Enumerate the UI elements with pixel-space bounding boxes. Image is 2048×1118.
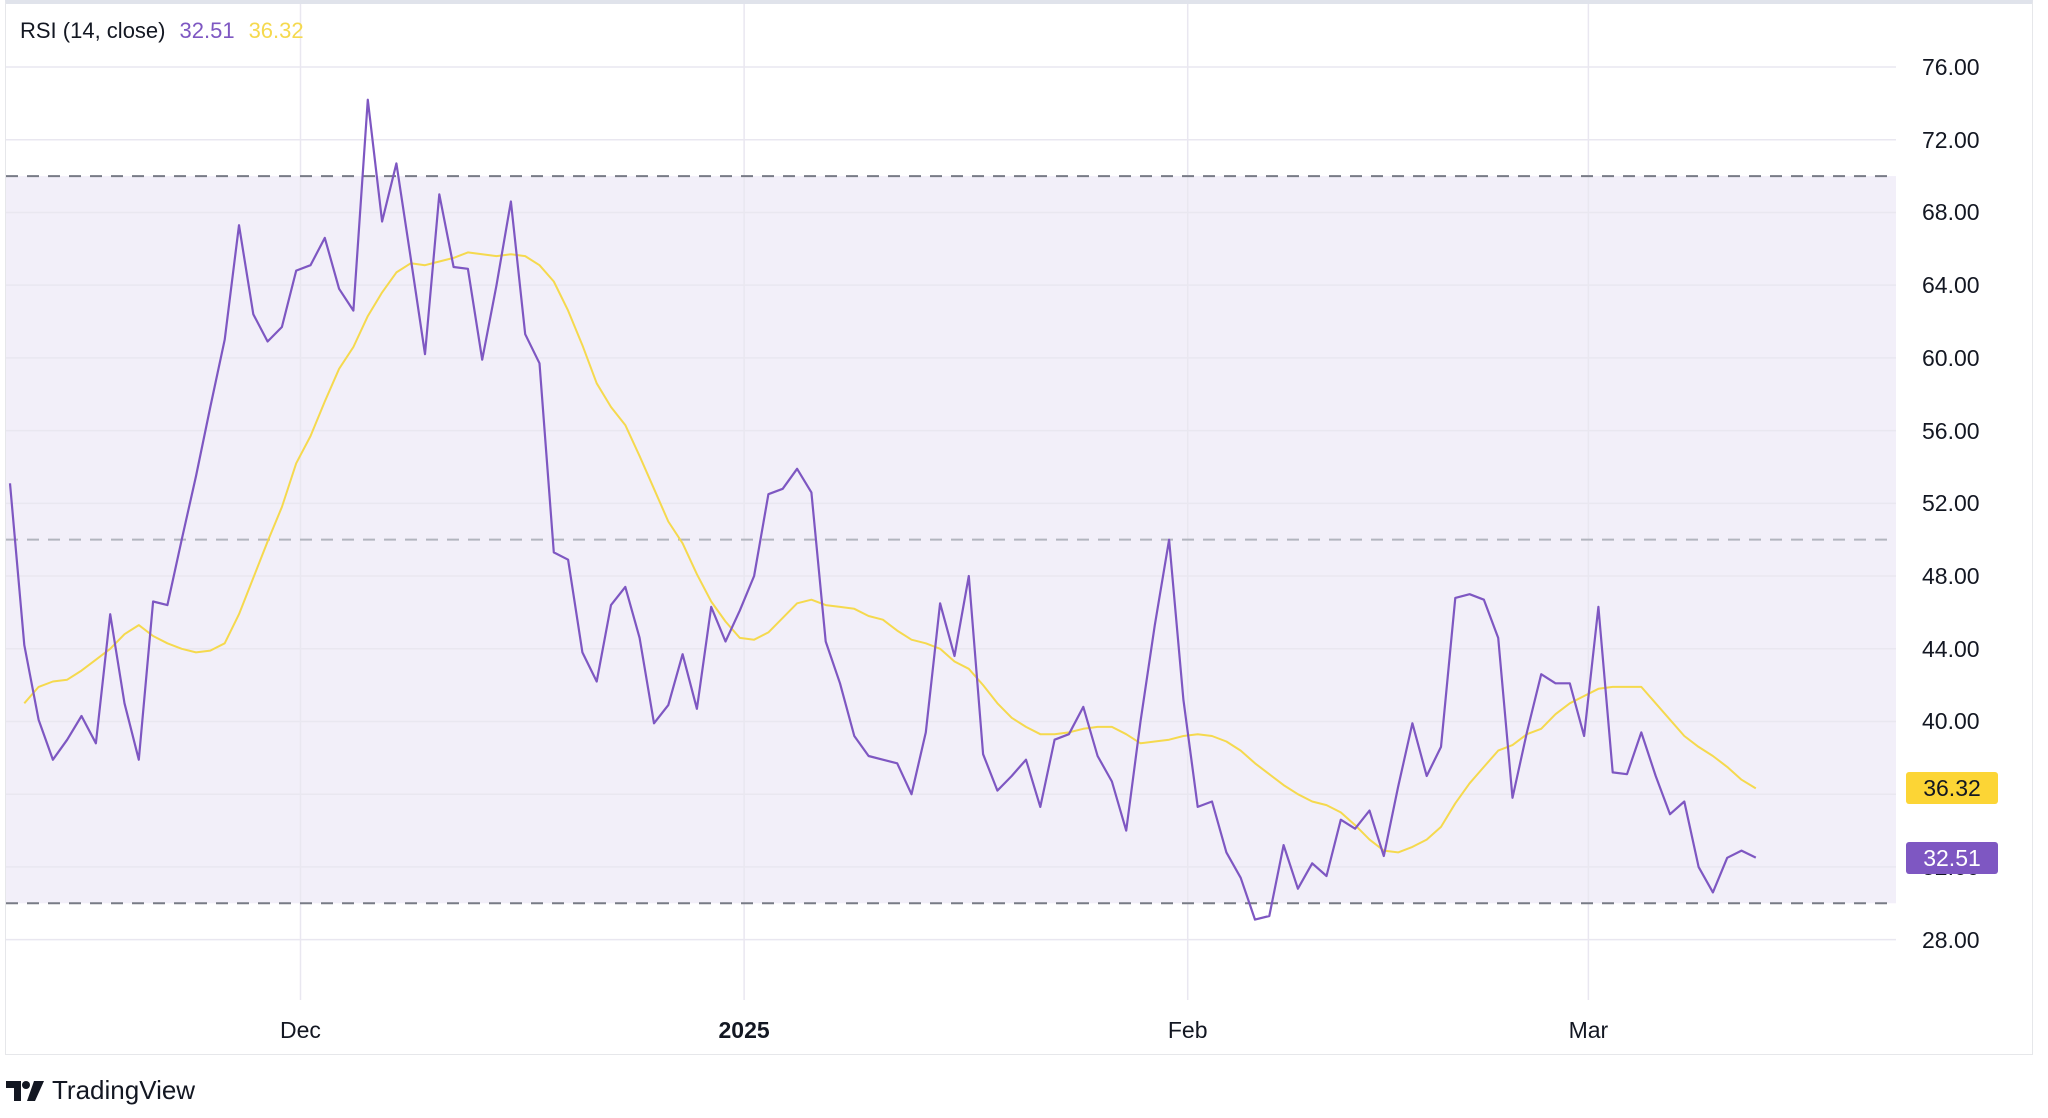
y-tick-label: 56.00 — [1922, 417, 1980, 444]
x-tick-label: Feb — [1167, 1017, 1208, 1043]
y-tick-label: 52.00 — [1922, 490, 1980, 517]
band-lines — [6, 175, 1896, 905]
y-tick-label: 60.00 — [1922, 344, 1980, 371]
rsi-line — [8, 98, 1757, 921]
tradingview-logo[interactable]: TradingView — [6, 1075, 195, 1106]
y-tick-label: 28.00 — [1922, 926, 1980, 953]
tradingview-brand: TradingView — [52, 1075, 196, 1105]
tradingview-logo-icon — [6, 1080, 44, 1101]
indicator-legend[interactable]: RSI (14, close) 32.51 36.32 — [20, 18, 304, 44]
y-tick-label: 40.00 — [1922, 708, 1980, 735]
rsi-value-badge: 32.51 — [1906, 841, 1998, 874]
grid-lines — [6, 4, 1896, 1000]
y-tick-label: 72.00 — [1922, 126, 1980, 153]
x-tick-label: Dec — [280, 1017, 321, 1043]
y-tick-label: 76.00 — [1922, 54, 1980, 80]
x-tick-label: 2025 — [718, 1017, 770, 1043]
y-tick-label: 44.00 — [1922, 635, 1980, 662]
ma-value: 36.32 — [248, 18, 304, 43]
ma-value-badge: 36.32 — [1906, 772, 1998, 805]
x-tick-label: Mar — [1568, 1017, 1609, 1043]
y-tick-label: 64.00 — [1922, 272, 1980, 299]
y-tick-label: 48.00 — [1922, 563, 1980, 590]
indicator-title: RSI (14, close) — [20, 18, 166, 43]
y-tick-label: 68.00 — [1922, 199, 1980, 226]
rsi-value: 32.51 — [179, 18, 235, 43]
ma-line — [23, 251, 1757, 854]
